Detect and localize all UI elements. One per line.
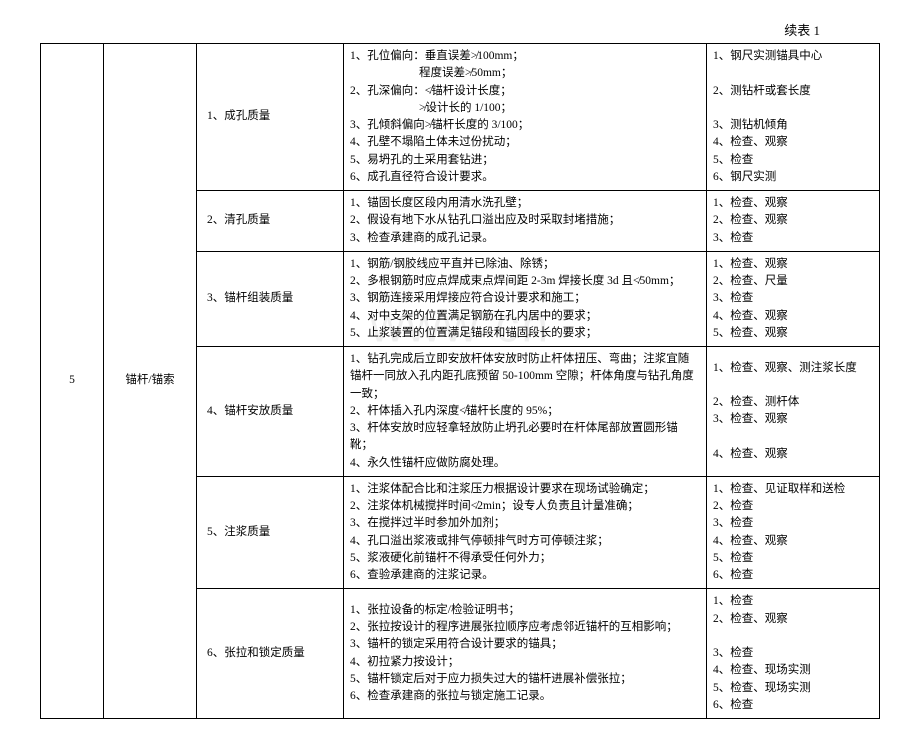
desc-line: 2、注浆体机械搅拌时间≮2min；设专人负责且计量准确； xyxy=(350,498,700,515)
check-line: 1、检查、观察 xyxy=(713,195,873,212)
check-line: 6、检查 xyxy=(713,697,873,714)
spec-table: 5 锚杆/锚索 1、成孔质量 1、孔位偏向：垂直误差≯100mm； 程度误差≯5… xyxy=(40,43,880,719)
description-cell: 1、钢筋/钢胶线应平直并已除油、除锈； 2、多根钢筋时应点焊成束点焊间距 2-3… xyxy=(344,251,707,346)
check-line: 3、检查 xyxy=(713,230,873,247)
desc-line: 5、锚杆锁定后对于应力损失过大的锚杆进展补偿张拉； xyxy=(350,671,700,688)
check-line: 1、检查、观察、测注浆长度 xyxy=(713,360,873,377)
desc-line: 6、检查承建商的张拉与锁定施工记录。 xyxy=(350,688,700,705)
subsection-label: 6、张拉和锁定质量 xyxy=(197,589,344,719)
desc-line: 2、张拉按设计的程序进展张拉顺序应考虑邻近锚杆的互相影响； xyxy=(350,619,700,636)
check-line: 1、钢尺实测锚具中心 xyxy=(713,48,873,65)
description-cell: 1、注浆体配合比和注浆压力根据设计要求在现场试验确定； 2、注浆体机械搅拌时间≮… xyxy=(344,476,707,589)
desc-line: 2、孔深偏向：≮锚杆设计长度； xyxy=(350,83,700,100)
check-line: 6、钢尺实测 xyxy=(713,169,873,186)
desc-line: 程度误差≯50mm； xyxy=(350,65,700,82)
desc-line: 5、易坍孔的土采用套钻进； xyxy=(350,152,700,169)
check-line: 3、检查 xyxy=(713,645,873,662)
desc-line: 5、止浆装置的位置满足锚段和锚固段长的要求； xyxy=(350,325,700,342)
check-cell: 1、检查、观察 2、检查、观察 3、检查 xyxy=(707,191,880,252)
check-line: 1、检查、见证取样和送检 xyxy=(713,481,873,498)
description-cell: 1、孔位偏向：垂直误差≯100mm； 程度误差≯50mm； 2、孔深偏向：≮锚杆… xyxy=(344,44,707,191)
check-line: 3、检查、观察 xyxy=(713,411,873,428)
check-line: 4、检查、观察 xyxy=(713,533,873,550)
check-line: 5、检查 xyxy=(713,152,873,169)
desc-line: 4、初拉紧力按设计； xyxy=(350,654,700,671)
check-line: 4、检查、观察 xyxy=(713,134,873,151)
check-line: 3、测钻机倾角 xyxy=(713,117,873,134)
check-line: 2、检查、测杆体 xyxy=(713,394,873,411)
desc-line: 3、孔倾斜偏向≯锚杆长度的 3/100； xyxy=(350,117,700,134)
check-line: 2、检查、尺量 xyxy=(713,273,873,290)
check-cell: 1、检查、见证取样和送检 2、检查 3、检查 4、检查、观察 5、检查 6、检查 xyxy=(707,476,880,589)
check-line: 2、测钻杆或套长度 xyxy=(713,83,873,100)
desc-line: 3、杆体安放时应轻拿轻放防止坍孔必要时在杆体尾部放置圆形锚靴； xyxy=(350,420,700,455)
check-line: 5、检查 xyxy=(713,550,873,567)
desc-line: 3、检查承建商的成孔记录。 xyxy=(350,230,700,247)
check-line xyxy=(713,628,873,645)
check-line xyxy=(713,100,873,117)
desc-line: 3、锚杆的锁定采用符合设计要求的锚具； xyxy=(350,636,700,653)
desc-line: 3、在搅拌过半时参加外加剂； xyxy=(350,515,700,532)
check-cell: 1、检查、观察 2、检查、尺量 3、检查 4、检查、观察 5、检查、观察 xyxy=(707,251,880,346)
desc-line: 2、多根钢筋时应点焊成束点焊间距 2-3m 焊接长度 3d 且≮50mm； xyxy=(350,273,700,290)
check-line: 3、检查 xyxy=(713,290,873,307)
desc-line: 1、锚固长度区段内用清水洗孔壁； xyxy=(350,195,700,212)
row-category: 锚杆/锚索 xyxy=(104,44,197,719)
desc-line: 4、孔壁不塌陷土体未过份扰动； xyxy=(350,134,700,151)
check-line: 1、检查 xyxy=(713,593,873,610)
desc-line: 4、对中支架的位置满足钢筋在孔内居中的要求； xyxy=(350,308,700,325)
desc-line: 4、永久性锚杆应做防腐处理。 xyxy=(350,455,700,472)
check-line: 2、检查 xyxy=(713,498,873,515)
description-cell: 1、钻孔完成后立即安放杆体安放时防止杆体扭压、弯曲；注浆宜随锚杆一同放入孔内距孔… xyxy=(344,347,707,477)
continuation-header: 续表 1 xyxy=(40,20,880,39)
desc-line: 1、钻孔完成后立即安放杆体安放时防止杆体扭压、弯曲；注浆宜随锚杆一同放入孔内距孔… xyxy=(350,351,700,403)
check-line: 6、检查 xyxy=(713,567,873,584)
check-line: 5、检查、观察 xyxy=(713,325,873,342)
check-line: 1、检查、观察 xyxy=(713,256,873,273)
check-line: 4、检查、现场实测 xyxy=(713,662,873,679)
check-line xyxy=(713,429,873,446)
check-line: 2、检查、观察 xyxy=(713,212,873,229)
desc-line: 1、张拉设备的标定/检验证明书； xyxy=(350,602,700,619)
check-line: 4、检查、观察 xyxy=(713,446,873,463)
check-line: 5、检查、现场实测 xyxy=(713,680,873,697)
desc-line: 5、浆液硬化前锚杆不得承受任何外力； xyxy=(350,550,700,567)
description-cell: 1、张拉设备的标定/检验证明书； 2、张拉按设计的程序进展张拉顺序应考虑邻近锚杆… xyxy=(344,589,707,719)
subsection-label: 2、清孔质量 xyxy=(197,191,344,252)
desc-line: 3、钢筋连接采用焊接应符合设计要求和施工； xyxy=(350,290,700,307)
desc-line: 1、钢筋/钢胶线应平直并已除油、除锈； xyxy=(350,256,700,273)
subsection-label: 4、锚杆安放质量 xyxy=(197,347,344,477)
subsection-label: 1、成孔质量 xyxy=(197,44,344,191)
desc-line: 1、孔位偏向：垂直误差≯100mm； xyxy=(350,48,700,65)
desc-line: 2、假设有地下水从钻孔口溢出应及时采取封堵措施； xyxy=(350,212,700,229)
check-line xyxy=(713,377,873,394)
desc-line: 2、杆体插入孔内深度≮锚杆长度的 95%； xyxy=(350,403,700,420)
row-number: 5 xyxy=(41,44,104,719)
check-cell: 1、检查 2、检查、观察 3、检查 4、检查、现场实测 5、检查、现场实测 6、… xyxy=(707,589,880,719)
subsection-label: 5、注浆质量 xyxy=(197,476,344,589)
check-line: 2、检查、观察 xyxy=(713,611,873,628)
check-line xyxy=(713,65,873,82)
check-cell: 1、检查、观察、测注浆长度 2、检查、测杆体 3、检查、观察 4、检查、观察 xyxy=(707,347,880,477)
description-cell: 1、锚固长度区段内用清水洗孔壁； 2、假设有地下水从钻孔口溢出应及时采取封堵措施… xyxy=(344,191,707,252)
desc-line: ≯设计长的 1/100； xyxy=(350,100,700,117)
check-line: 4、检查、观察 xyxy=(713,308,873,325)
check-line: 3、检查 xyxy=(713,515,873,532)
desc-line: 1、注浆体配合比和注浆压力根据设计要求在现场试验确定； xyxy=(350,481,700,498)
desc-line: 4、孔口溢出浆液或排气停顿排气时方可停顿注浆； xyxy=(350,533,700,550)
check-cell: 1、钢尺实测锚具中心 2、测钻杆或套长度 3、测钻机倾角 4、检查、观察 5、检… xyxy=(707,44,880,191)
subsection-label: 3、锚杆组装质量 xyxy=(197,251,344,346)
desc-line: 6、查验承建商的注浆记录。 xyxy=(350,567,700,584)
desc-line: 6、成孔直径符合设计要求。 xyxy=(350,169,700,186)
